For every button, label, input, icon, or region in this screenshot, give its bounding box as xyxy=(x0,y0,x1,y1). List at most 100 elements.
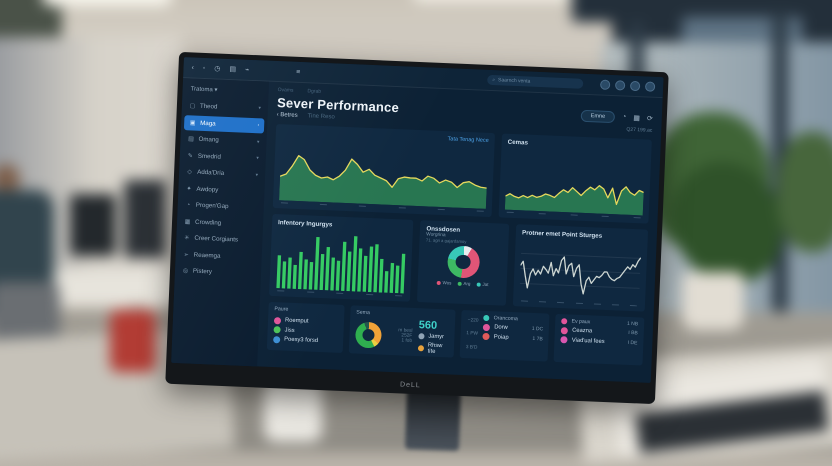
legend-dot xyxy=(457,281,462,286)
tab[interactable]: Ovams xyxy=(277,87,294,94)
card-value: 1 NB xyxy=(626,320,639,328)
sidebar-item-label: Adda'Dria xyxy=(196,168,225,178)
memory-area-chart xyxy=(505,148,645,216)
cpu-area-chart xyxy=(279,137,488,209)
latency-line-chart xyxy=(519,238,641,303)
kpi-card-evpaux: Ev paux 1 NB Ceazna I BB Viad'ual fees I DE xyxy=(553,313,645,366)
spark-icon[interactable]: ⌁ xyxy=(244,66,250,74)
ring-icon xyxy=(561,318,568,325)
mini-donut-chart xyxy=(354,321,382,349)
status-dot-icon xyxy=(561,326,569,334)
item-label: Jiss xyxy=(284,327,295,334)
item-value: I DE xyxy=(627,339,638,346)
avatar[interactable] xyxy=(629,80,641,92)
series-label[interactable]: Tata Tenag Nece xyxy=(447,136,489,144)
sidebar-item-label: Reaemga xyxy=(193,251,221,260)
status-dot-icon xyxy=(273,326,281,334)
avatar[interactable] xyxy=(614,80,626,91)
main-content: Ovams Dgrab Sever Performance Emne ◔ ▦ ⟳… xyxy=(257,82,663,383)
item-label: Rhsw tite xyxy=(427,342,443,355)
legend-dot xyxy=(476,282,481,287)
sidebar-item-label: Maga xyxy=(200,119,216,127)
list-item: Ceazna I BB xyxy=(561,326,638,337)
arrow-icon: ➢ xyxy=(183,252,189,259)
donut-legend: Wos Arg Jat xyxy=(436,280,489,288)
area-chart-panel-right: Cemas xyxy=(498,133,652,224)
red-object xyxy=(110,310,156,372)
kpi-card-sema: Sema m besl 252F 1 fob 560 xyxy=(348,305,456,358)
list-item: Rhsw tite xyxy=(417,342,448,355)
legend-dot xyxy=(436,280,441,285)
pencil-icon: ✎ xyxy=(187,153,193,160)
plant-pot xyxy=(682,272,744,330)
rows-icon: ▤ xyxy=(188,136,194,143)
status-dot-icon xyxy=(483,323,491,331)
person xyxy=(0,164,20,196)
chevron-down-icon: ▾ xyxy=(256,155,259,162)
tab[interactable]: Dgrab xyxy=(307,88,322,95)
pie-icon: ◔ xyxy=(186,202,191,209)
grid-icon[interactable]: ▤ xyxy=(229,65,237,73)
list-item: Poesy3 forsd xyxy=(273,335,337,346)
status-dot-icon xyxy=(273,335,281,343)
status-dot-icon xyxy=(417,344,424,351)
item-value: I BB xyxy=(628,329,638,337)
bar-chart-panel: Infentory Ingurgys xyxy=(269,213,414,302)
status-donut-chart xyxy=(446,245,481,279)
search-input[interactable]: ⌕ Saarnch venta xyxy=(487,74,584,89)
window-corner-left xyxy=(0,0,62,42)
legend-label: Jat xyxy=(482,281,489,288)
item-label: Viad'ual fees xyxy=(571,337,605,345)
ceiling-light xyxy=(412,0,572,2)
donut-hole xyxy=(455,254,472,270)
list-item: Jamyr xyxy=(418,333,448,340)
card-title: Ev paux xyxy=(571,318,591,326)
list-item: Dorw 1 DC xyxy=(483,323,543,333)
monitor-brand-logo: DeLL xyxy=(399,380,421,389)
chevron-down-icon: ▾ xyxy=(255,171,259,179)
status-dot-icon xyxy=(273,316,282,324)
sidebar-brand-label: Tratoma xyxy=(190,86,213,94)
avatar[interactable] xyxy=(644,81,656,92)
sidebar-item-label: Smedrid xyxy=(197,152,221,161)
donut-hole xyxy=(362,328,375,342)
card-header: Orancoma xyxy=(483,314,544,324)
square-filled-icon: ▣ xyxy=(189,119,196,127)
item-label: Jamyr xyxy=(428,333,445,341)
sidebar-item-label: Pistery xyxy=(192,267,213,276)
faint-value: 1 PW xyxy=(466,331,479,338)
sidebar-item-pistery[interactable]: ◎ Pistery xyxy=(175,262,262,282)
sidebar-item-label: Creer Corgiants xyxy=(194,234,239,244)
menu-icon[interactable]: ≡ xyxy=(296,68,301,76)
avatar[interactable] xyxy=(599,79,611,90)
item-label: Roemput xyxy=(284,317,309,325)
plant xyxy=(672,162,782,282)
home-icon[interactable]: ◦ xyxy=(202,64,206,72)
back-link[interactable]: ‹ Betres xyxy=(276,112,297,119)
list-item: Jiss xyxy=(273,326,337,336)
status-dot-icon xyxy=(418,333,425,340)
background-monitor xyxy=(70,194,116,256)
ceiling-light xyxy=(42,0,172,6)
clock-icon[interactable]: ◷ xyxy=(214,64,221,73)
action-button[interactable]: Emne xyxy=(580,109,616,123)
list-item: Poiap 1 7B xyxy=(482,332,543,343)
sidebar-item-label: Crowding xyxy=(194,218,222,227)
square-icon: ▢ xyxy=(189,103,196,110)
back-icon[interactable]: ‹ xyxy=(191,63,195,72)
clock-icon[interactable]: ◔ xyxy=(621,113,627,121)
faint-value: 1 fob xyxy=(401,338,413,345)
status-dot-icon xyxy=(560,336,568,344)
sidebar-item-theod[interactable]: ▢ Theod ▾ xyxy=(182,97,269,117)
inventory-bar-chart xyxy=(275,228,407,294)
sidebar-item-label: Awdopy xyxy=(196,185,219,194)
item-value: 1 7B xyxy=(532,335,543,342)
calendar-icon[interactable]: ▦ xyxy=(633,114,641,122)
sidebar-item-label: Progen'Gap xyxy=(195,201,229,211)
chevron-down-icon: ▾ xyxy=(258,105,261,112)
diamond-icon: ◇ xyxy=(187,169,193,176)
topbar-avatars xyxy=(599,79,656,92)
grid-icon: ▦ xyxy=(184,219,191,226)
area-chart-panel-left: Tata Tenag Nece xyxy=(272,124,496,218)
refresh-icon[interactable]: ⟳ xyxy=(646,115,653,123)
